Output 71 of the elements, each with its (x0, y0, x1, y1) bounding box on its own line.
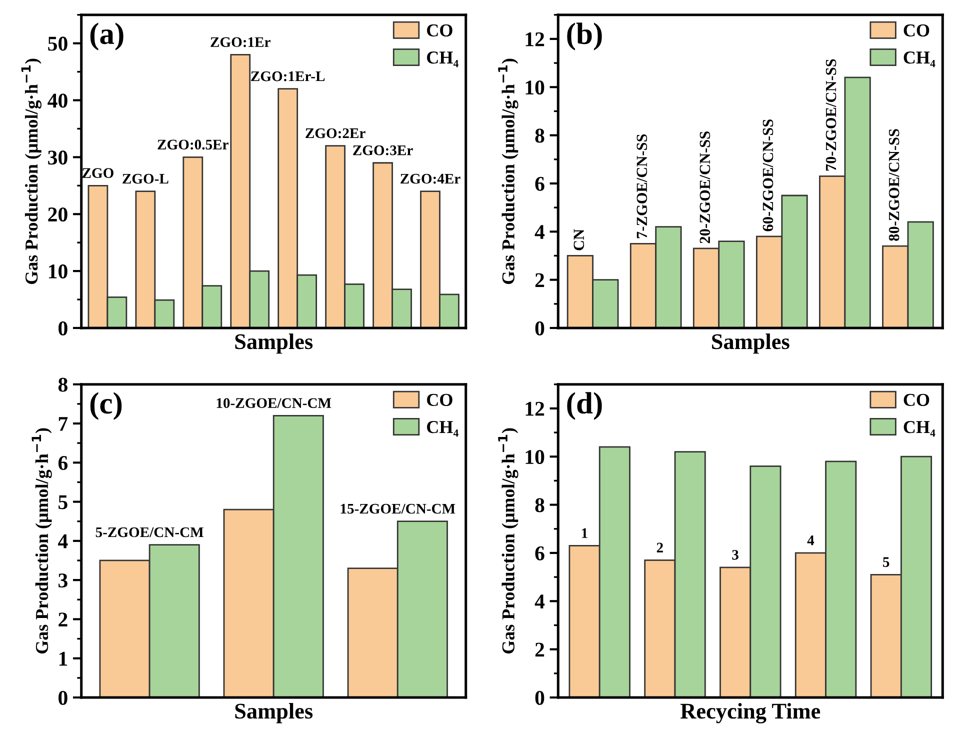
y-axis-title: Gas Production (μmol/g·h$^{−1}$) (498, 428, 518, 654)
y-tick-label: 6 (535, 546, 544, 560)
y-tick-label: 1 (59, 652, 68, 666)
category-label: ZGO:1Er-L (251, 71, 325, 82)
legend-label: CH₄ (427, 421, 458, 437)
y-tick-label: 40 (48, 94, 68, 108)
y-tick-label: 6 (535, 176, 544, 191)
category-label: ZGO:2Er (306, 128, 366, 138)
legend-label: CH₄ (904, 52, 936, 68)
category-label: ZGO (82, 168, 114, 178)
category-label: ZGO:4Er (400, 174, 460, 184)
y-tick-label: 10 (526, 450, 544, 464)
y-tick-label: 2 (535, 642, 544, 657)
y-tick-label: 0 (535, 321, 544, 336)
y-tick-label: 0 (58, 321, 68, 336)
chart-title: (b) (567, 22, 602, 50)
category-label: CN (574, 229, 584, 250)
x-axis-title: Samples (235, 703, 313, 724)
y-tick-label: 2 (535, 273, 544, 288)
x-axis-title: Recycing Time (680, 703, 820, 724)
category-label: 20-ZGOE/CN-SS (700, 132, 710, 244)
y-tick-label: 10 (48, 264, 68, 278)
y-tick-label: 30 (48, 150, 68, 165)
y-axis-title: Gas Production (μmol/g·h$^{−1}$) (498, 58, 518, 284)
legend-label: CO (904, 24, 930, 37)
y-tick-label: 8 (535, 498, 544, 512)
y-tick-label: 4 (58, 534, 68, 548)
y-tick-label: 2 (58, 612, 68, 626)
y-tick-label: 7 (58, 417, 68, 431)
category-label: 3 (732, 550, 738, 560)
legend-label: CO (904, 394, 930, 406)
chart-title: (c) (90, 392, 122, 420)
y-tick-label: 3 (58, 573, 68, 588)
category-label: 70-ZGOE/CN-SS (826, 59, 836, 171)
category-label: 4 (807, 536, 814, 546)
category-label: ZGO-L (122, 174, 168, 184)
category-label: 60-ZGOE/CN-SS (762, 119, 774, 232)
y-tick-label: 50 (48, 36, 68, 51)
y-tick-label: 0 (58, 690, 68, 705)
y-tick-label: 20 (48, 207, 68, 222)
y-tick-label: 4 (534, 225, 545, 239)
x-tick-label: 10-ZGOE/CN-CM (216, 398, 332, 408)
legend-label: CO (427, 394, 452, 406)
y-tick-label: 10 (526, 80, 544, 95)
category-label: 7-ZGOE/CN-SS (636, 134, 648, 238)
y-tick-label: 6 (58, 456, 68, 470)
y-tick-label: 5 (58, 495, 68, 510)
x-axis-title: Samples (235, 334, 313, 354)
category-label: 2 (656, 542, 663, 552)
y-tick-label: 8 (535, 128, 544, 143)
category-label: ZGO:1Er (210, 37, 270, 48)
x-tick-label: 15-ZGOE/CN-CM (340, 504, 456, 514)
x-tick-label: 5-ZGOE/CN-CM (96, 527, 204, 538)
legend-label: CH₄ (427, 52, 458, 68)
y-tick-label: 4 (534, 594, 545, 608)
chart-title: (d) (567, 392, 602, 420)
y-tick-label: 8 (58, 378, 68, 392)
y-axis-title: Gas Production (μmol/g·h$^{−1}$) (32, 428, 52, 654)
category-label: 80-ZGOE/CN-SS (888, 129, 900, 241)
category-label: ZGO:0.5Er (158, 140, 228, 150)
legend-label: CH₄ (904, 421, 936, 437)
x-axis-title: Samples (712, 334, 790, 354)
y-tick-label: 0 (535, 690, 544, 705)
y-tick-label: 12 (526, 402, 544, 416)
chart-title: (a) (90, 22, 124, 50)
y-tick-label: 12 (526, 32, 544, 46)
category-label: ZGO:3Er (353, 145, 413, 156)
category-label: 5 (883, 557, 890, 567)
y-axis-title: Gas Production (μmol/g·h$^{−1}$) (21, 58, 42, 284)
legend-label: CO (427, 24, 452, 37)
category-label: 1 (582, 528, 588, 538)
